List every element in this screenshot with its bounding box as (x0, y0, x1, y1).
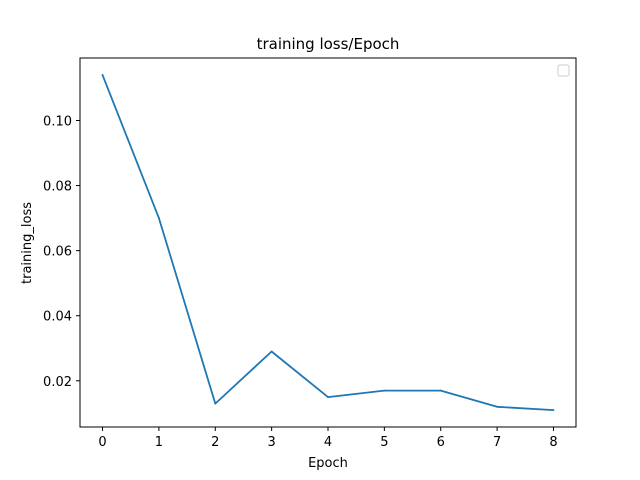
x-axis-label: Epoch (308, 456, 348, 471)
data-point (552, 409, 555, 411)
legend-box (557, 64, 570, 77)
y-tick-label: 0.08 (43, 180, 72, 195)
x-tick-label: 1 (155, 435, 163, 450)
data-point (101, 74, 104, 76)
x-tick-label: 4 (324, 435, 332, 450)
data-point (439, 389, 442, 392)
chart-title: training loss/Epoch (257, 35, 400, 53)
x-tick-label: 2 (211, 435, 219, 450)
x-axis-ticks: 0 1 2 3 4 5 6 7 8 (98, 427, 558, 450)
y-tick-label: 0.10 (43, 114, 72, 129)
series-layer (101, 74, 555, 411)
data-point (496, 405, 498, 408)
data-point (327, 396, 329, 398)
data-point (214, 402, 217, 405)
y-tick-label: 0.04 (43, 310, 72, 325)
data-point (158, 217, 160, 219)
x-tick-label: 6 (437, 435, 445, 450)
x-tick-label: 3 (267, 435, 275, 450)
x-tick-label: 7 (493, 435, 501, 450)
plot-area (79, 57, 577, 428)
data-point (383, 389, 386, 392)
data-point (270, 350, 273, 353)
y-axis-label: training_loss (20, 202, 35, 284)
x-tick-label: 5 (380, 435, 388, 450)
y-axis-ticks: 0.02 0.04 0.06 0.08 0.10 (43, 114, 80, 390)
x-tick-label: 8 (549, 435, 557, 450)
x-tick-label: 0 (98, 435, 106, 450)
y-tick-label: 0.06 (43, 245, 72, 260)
y-tick-label: 0.02 (43, 375, 72, 390)
